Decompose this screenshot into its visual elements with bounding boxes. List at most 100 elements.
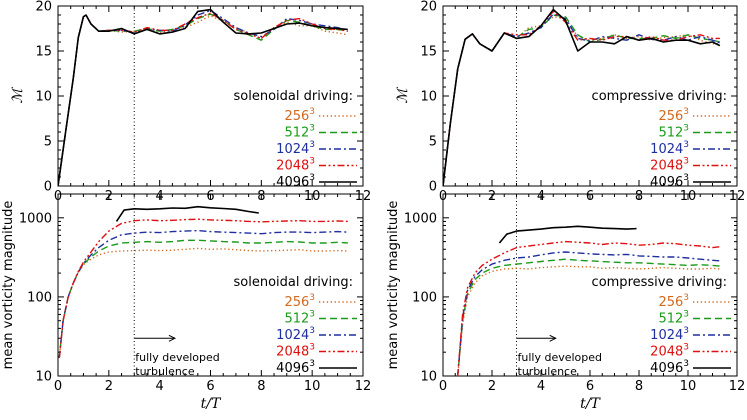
legend-label-2048: 20483 [276, 157, 315, 174]
legend-label-1024: 10243 [650, 140, 689, 157]
legend-label-1024: 10243 [276, 140, 315, 157]
legend-title: solenoidal driving: [234, 275, 354, 290]
series-line-1024 [457, 251, 720, 376]
y-tick-label: 10 [420, 90, 437, 105]
series-line-4096 [58, 8, 348, 186]
legend-label-sup: 3 [683, 293, 689, 303]
annotation-line-1: fully developed [518, 351, 603, 364]
y-axis-label: mean vorticity magnitude [1, 201, 16, 370]
y-tick-label: 0 [44, 180, 52, 195]
x-tick-label: 2 [105, 379, 113, 394]
annotation-line-2: turbulence [518, 365, 578, 378]
x-axis-label: t/T [580, 396, 601, 412]
y-tick-label: 10 [35, 370, 52, 385]
x-tick-label: 4 [537, 379, 545, 394]
legend-label-2048: 20483 [276, 343, 315, 360]
legend-label-sup: 3 [683, 157, 689, 167]
legend-label-4096: 40963 [650, 359, 689, 376]
legend-label-sup: 3 [309, 293, 315, 303]
x-tick-label: 0 [54, 379, 62, 394]
legend-label-1024: 10243 [650, 326, 689, 343]
x-tick-label: 6 [586, 379, 594, 394]
series-line-2048 [457, 240, 720, 376]
series-line-512 [58, 13, 348, 186]
legend-label-sup: 3 [683, 140, 689, 150]
x-tick-label: 12 [729, 379, 746, 394]
legend-title: compressive driving: [592, 89, 727, 104]
y-axis-label: ℳ [395, 86, 411, 103]
legend-label-sup: 3 [683, 343, 689, 353]
x-tick-label: 4 [156, 379, 164, 394]
legend-label-2048: 20483 [650, 343, 689, 360]
legend-label-2048: 20483 [650, 157, 689, 174]
y-tick-label: 0 [429, 180, 437, 195]
legend-label-sup: 3 [309, 157, 315, 167]
series-line-4096 [443, 8, 721, 186]
legend-label-sup: 3 [309, 107, 315, 117]
legend-label-512: 5123 [284, 310, 315, 327]
legend-label-sup: 3 [309, 173, 315, 183]
x-tick-label: 0 [439, 379, 447, 394]
legend-label-4096: 40963 [650, 173, 689, 190]
y-tick-label: 20 [420, 0, 437, 15]
y-tick-label: 10 [35, 90, 52, 105]
legend-label-1024: 10243 [276, 326, 315, 343]
y-tick-label: 100 [27, 290, 52, 305]
legend-label-sup: 3 [309, 140, 315, 150]
legend-label-256: 2563 [284, 293, 315, 310]
legend-label-256: 2563 [284, 107, 315, 124]
x-tick-label: 8 [635, 379, 643, 394]
legend-label-256: 2563 [658, 293, 689, 310]
y-tick-label: 10 [420, 370, 437, 385]
y-tick-label: 1000 [19, 211, 52, 226]
legend-title: compressive driving: [592, 275, 727, 290]
legend-label-sup: 3 [309, 359, 315, 369]
series-line-4096 [498, 225, 637, 244]
legend-label-sup: 3 [309, 326, 315, 336]
series-line-256 [457, 265, 720, 376]
series-line-2048 [443, 10, 720, 186]
annotation-line-1: fully developed [135, 351, 220, 364]
legend-label-sup: 3 [683, 107, 689, 117]
legend-label-sup: 3 [683, 310, 689, 320]
x-tick-label: 6 [206, 379, 214, 394]
series-line-256 [58, 247, 348, 358]
x-tick-label: 2 [488, 379, 496, 394]
legend-label-512: 5123 [658, 310, 689, 327]
x-tick-label: 10 [304, 379, 321, 394]
legend-label-sup: 3 [309, 343, 315, 353]
y-axis-label: ℳ [10, 86, 26, 103]
y-tick-label: 5 [429, 135, 437, 150]
annotation-arrow-head [168, 334, 177, 342]
y-tick-label: 15 [35, 45, 52, 60]
legend-label-4096: 40963 [276, 173, 315, 190]
legend-label-512: 5123 [658, 124, 689, 141]
x-axis-label: t/T [201, 396, 222, 412]
y-tick-label: 1000 [404, 211, 437, 226]
y-tick-label: 5 [44, 135, 52, 150]
legend-label-sup: 3 [683, 124, 689, 134]
legend-label-4096: 40963 [276, 359, 315, 376]
y-tick-label: 15 [420, 45, 437, 60]
x-tick-label: 8 [257, 379, 265, 394]
series-line-1024 [443, 13, 721, 186]
y-tick-label: 20 [35, 0, 52, 15]
series-line-1024 [58, 9, 348, 186]
series-line-2048 [58, 218, 348, 358]
x-tick-label: 10 [680, 379, 697, 394]
series-line-4096 [115, 205, 259, 222]
x-tick-label: 12 [355, 379, 372, 394]
annotation-line-2: turbulence [135, 365, 195, 378]
y-axis-label: mean vorticity magnitude [386, 201, 401, 370]
y-tick-label: 100 [412, 290, 437, 305]
legend-label-sup: 3 [309, 310, 315, 320]
annotation-arrow-head [549, 334, 557, 342]
legend-label-sup: 3 [309, 124, 315, 134]
legend-label-sup: 3 [683, 359, 689, 369]
legend-label-256: 2563 [658, 107, 689, 124]
legend-label-sup: 3 [683, 326, 689, 336]
